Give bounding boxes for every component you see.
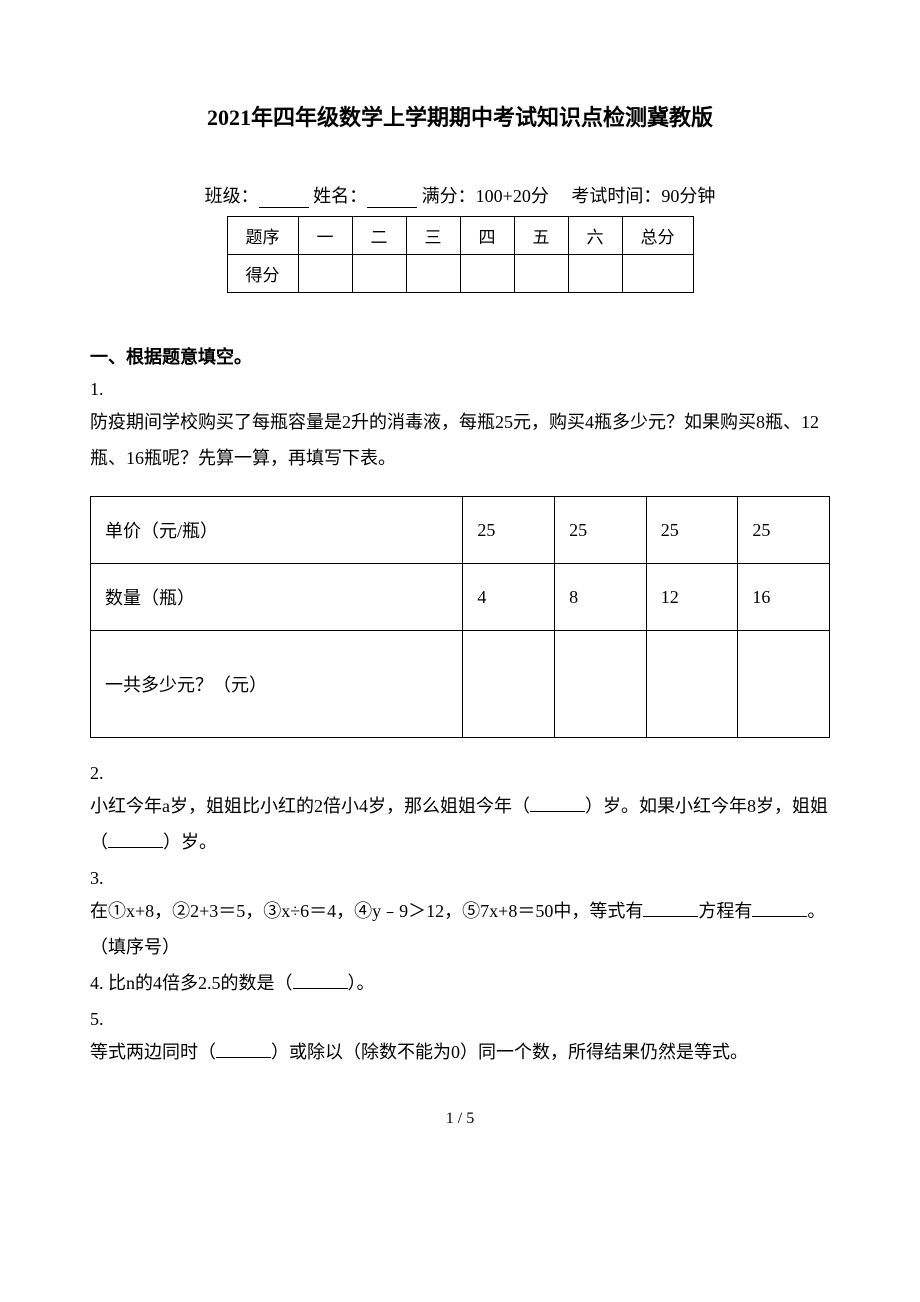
exam-info-line: 班级： 姓名： 满分：100+20分 考试时间：90分钟 (90, 182, 830, 208)
answer-blank[interactable] (293, 971, 348, 989)
question-number: 4. (90, 973, 104, 993)
class-label: 班级： (205, 186, 259, 206)
table-row: 单价（元/瓶） 25 25 25 25 (91, 497, 830, 564)
score-cell[interactable] (568, 255, 622, 293)
question-text: 防疫期间学校购买了每瓶容量是2升的消毒液，每瓶25元，购买4瓶多少元？如果购买8… (90, 404, 830, 476)
data-table: 单价（元/瓶） 25 25 25 25 数量（瓶） 4 8 12 16 一共多少… (90, 496, 830, 738)
q4-part1: 比n的4倍多2.5的数是（ (108, 973, 293, 993)
score-header: 五 (514, 217, 568, 255)
q3-part2: 方程有 (698, 901, 752, 921)
score-header: 四 (460, 217, 514, 255)
table-cell: 4 (463, 564, 555, 631)
answer-blank[interactable] (530, 794, 585, 812)
name-blank[interactable] (367, 188, 417, 208)
table-cell: 25 (463, 497, 555, 564)
question-text: 4. 比n的4倍多2.5的数是（ ）。 (90, 965, 830, 1001)
question-text: 小红今年a岁，姐姐比小红的2倍小4岁，那么姐姐今年（）岁。如果小红今年8岁，姐姐… (90, 788, 830, 860)
score-table: 题序 一 二 三 四 五 六 总分 得分 (227, 216, 694, 293)
table-cell[interactable] (463, 631, 555, 738)
q2-part1: 小红今年a岁，姐姐比小红的2倍小4岁，那么姐姐今年（ (90, 796, 530, 816)
table-row: 得分 (227, 255, 693, 293)
table-cell[interactable] (738, 631, 830, 738)
q3-part1: 在①x+8，②2+3＝5，③x÷6＝4，④y﹣9＞12，⑤7x+8＝50中，等式… (90, 901, 643, 921)
table-cell: 8 (555, 564, 647, 631)
table-cell: 12 (646, 564, 738, 631)
q4-part2: ）。 (348, 973, 375, 993)
score-header: 二 (352, 217, 406, 255)
question-text: 在①x+8，②2+3＝5，③x÷6＝4，④y﹣9＞12，⑤7x+8＝50中，等式… (90, 893, 830, 965)
time-label: 考试时间： (571, 186, 661, 206)
question-text: 等式两边同时（ ）或除以（除数不能为0）同一个数，所得结果仍然是等式。 (90, 1034, 830, 1070)
q5-part2: ）或除以（除数不能为0）同一个数，所得结果仍然是等式。 (271, 1042, 748, 1062)
score-cell[interactable] (298, 255, 352, 293)
score-cell[interactable] (514, 255, 568, 293)
row-label: 数量（瓶） (91, 564, 463, 631)
q2-part3: ）岁。 (163, 832, 217, 852)
table-row: 题序 一 二 三 四 五 六 总分 (227, 217, 693, 255)
q5-part1: 等式两边同时（ (90, 1042, 216, 1062)
question-number: 1. (90, 379, 830, 400)
score-cell[interactable] (622, 255, 693, 293)
answer-blank[interactable] (108, 830, 163, 848)
answer-blank[interactable] (752, 899, 807, 917)
fullmarks-label: 满分： (422, 186, 476, 206)
table-cell[interactable] (555, 631, 647, 738)
table-row: 数量（瓶） 4 8 12 16 (91, 564, 830, 631)
row-label: 一共多少元？（元） (91, 631, 463, 738)
score-cell[interactable] (460, 255, 514, 293)
class-blank[interactable] (259, 188, 309, 208)
answer-blank[interactable] (216, 1040, 271, 1058)
page-number: 1 / 5 (90, 1110, 830, 1128)
table-cell[interactable] (646, 631, 738, 738)
question-number: 2. (90, 763, 830, 784)
score-header: 三 (406, 217, 460, 255)
score-cell[interactable] (406, 255, 460, 293)
score-cell[interactable] (352, 255, 406, 293)
score-header: 总分 (622, 217, 693, 255)
question-number: 5. (90, 1009, 830, 1030)
table-cell: 25 (555, 497, 647, 564)
table-row: 一共多少元？（元） (91, 631, 830, 738)
time-value: 90分钟 (661, 186, 715, 206)
section-heading: 一、根据题意填空。 (90, 343, 830, 369)
score-header: 六 (568, 217, 622, 255)
question-number: 3. (90, 868, 830, 889)
score-header: 题序 (227, 217, 298, 255)
fullmarks-value: 100+20分 (476, 186, 549, 206)
row-label: 单价（元/瓶） (91, 497, 463, 564)
table-cell: 16 (738, 564, 830, 631)
score-label: 得分 (227, 255, 298, 293)
exam-title: 2021年四年级数学上学期期中考试知识点检测冀教版 (90, 100, 830, 132)
score-header: 一 (298, 217, 352, 255)
table-cell: 25 (738, 497, 830, 564)
table-cell: 25 (646, 497, 738, 564)
name-label: 姓名： (313, 186, 367, 206)
answer-blank[interactable] (643, 899, 698, 917)
